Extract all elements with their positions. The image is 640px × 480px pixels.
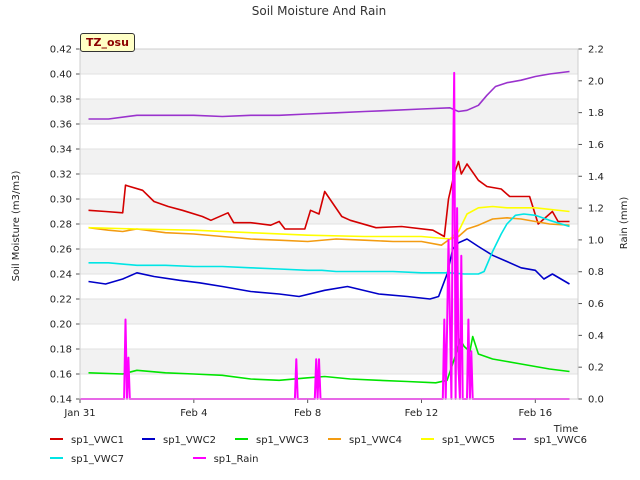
legend-swatch: [328, 438, 341, 440]
x-tick-label: Feb 4: [180, 408, 207, 419]
legend-item-sp1_VWC3: sp1_VWC3: [235, 434, 309, 448]
legend-label: sp1_Rain: [213, 454, 259, 465]
y2-tick-label: 0.4: [588, 331, 604, 342]
station-label: TZ_osu: [80, 33, 135, 52]
legend-item-sp1_VWC1: sp1_VWC1: [50, 434, 124, 448]
y-tick-label: 0.32: [50, 170, 72, 181]
y-tick-label: 0.30: [50, 195, 72, 206]
grid-band: [80, 199, 578, 224]
grid-band: [80, 299, 578, 324]
legend-item-sp1_VWC2: sp1_VWC2: [142, 434, 216, 448]
y2-tick-label: 2.0: [588, 76, 604, 87]
y-tick-label: 0.18: [50, 345, 72, 356]
series-line-sp1_Rain: [80, 71, 570, 400]
y-tick-label: 0.40: [50, 70, 72, 81]
series-line-sp1_VWC2: [88, 238, 570, 300]
y2-tick-label: 1.0: [588, 235, 604, 246]
legend-swatch: [421, 438, 434, 440]
legend-item-sp1_VWC6: sp1_VWC6: [513, 434, 587, 448]
legend-label: sp1_VWC6: [534, 435, 587, 446]
y-tick-label: 0.28: [50, 220, 72, 231]
grid-band: [80, 74, 578, 99]
x-tick-label: Feb 12: [405, 408, 439, 419]
legend-label: sp1_VWC4: [349, 435, 402, 446]
grid-band: [80, 374, 578, 399]
y-tick-label: 0.36: [50, 120, 72, 131]
y2-tick-label: 1.2: [588, 204, 604, 215]
legend-item-sp1_Rain: sp1_Rain: [192, 453, 259, 467]
y2-axis-title: Rain (mm): [619, 197, 630, 250]
y-tick-label: 0.42: [50, 45, 72, 56]
series-line-sp1_VWC3: [88, 335, 570, 384]
series-line-sp1_VWC4: [88, 217, 570, 246]
y-axis-title: Soil Moisture (m3/m3): [11, 171, 22, 282]
y2-tick-label: 0.8: [588, 267, 604, 278]
x-tick-label: Jan 31: [63, 408, 95, 419]
y2-tick-label: 0.6: [588, 299, 604, 310]
y-tick-label: 0.24: [50, 270, 72, 281]
grid-band: [80, 124, 578, 149]
series-line-sp1_VWC6: [88, 70, 570, 120]
x-axis-title: Time: [553, 424, 578, 435]
grid-band: [80, 349, 578, 374]
legend-item-sp1_VWC5: sp1_VWC5: [421, 434, 495, 448]
grid-band: [80, 224, 578, 249]
grid-band: [80, 149, 578, 174]
x-tick-label: Feb 8: [294, 408, 321, 419]
legend-swatch: [513, 438, 526, 440]
y-tick-label: 0.14: [50, 395, 72, 406]
grid-band: [80, 99, 578, 124]
legend-label: sp1_VWC2: [163, 435, 216, 446]
legend-swatch: [50, 457, 63, 459]
series-line-sp1_VWC1: [88, 160, 570, 238]
y-tick-label: 0.16: [50, 370, 72, 381]
axes-layer: 0.14 0.16 0.18 0.20 0.22 0.24 0.26 0.28 0.30 0.32…: [50, 45, 604, 420]
plot-frame: [79, 48, 579, 400]
x-tick-label: Feb 16: [519, 408, 553, 419]
legend-swatch: [235, 438, 248, 440]
y2-tick-label: 2.2: [588, 45, 604, 56]
legend-label: sp1_VWC1: [71, 435, 124, 446]
legend-label: sp1_VWC5: [442, 435, 495, 446]
legend-swatch: [50, 438, 63, 440]
legend-item-sp1_VWC4: sp1_VWC4: [328, 434, 402, 448]
legend-swatch: [142, 438, 155, 440]
chart-title: Soil Moisture And Rain: [252, 4, 387, 18]
series-line-sp1_VWC7: [88, 213, 570, 275]
y2-tick-label: 1.4: [588, 172, 604, 183]
legend-label: sp1_VWC3: [256, 435, 309, 446]
legend-label: sp1_VWC7: [71, 454, 124, 465]
y2-tick-label: 0.0: [588, 395, 604, 406]
y2-tick-label: 1.8: [588, 108, 604, 119]
series-layer: [80, 70, 570, 400]
series-line-sp1_VWC5: [88, 205, 570, 240]
grid-band: [80, 249, 578, 274]
y-tick-label: 0.34: [50, 145, 72, 156]
grid-bands: [80, 48, 578, 400]
grid-band: [80, 174, 578, 199]
legend-item-sp1_VWC7: sp1_VWC7: [50, 453, 124, 467]
y-tick-label: 0.20: [50, 320, 72, 331]
grid-band: [80, 274, 578, 299]
grid-band: [80, 324, 578, 349]
y2-tick-label: 0.2: [588, 363, 604, 374]
y-tick-label: 0.26: [50, 245, 72, 256]
y2-tick-label: 1.6: [588, 140, 604, 151]
y-tick-label: 0.38: [50, 95, 72, 106]
legend-swatch: [192, 457, 206, 459]
grid-band: [80, 49, 578, 74]
y-tick-label: 0.22: [50, 295, 72, 306]
